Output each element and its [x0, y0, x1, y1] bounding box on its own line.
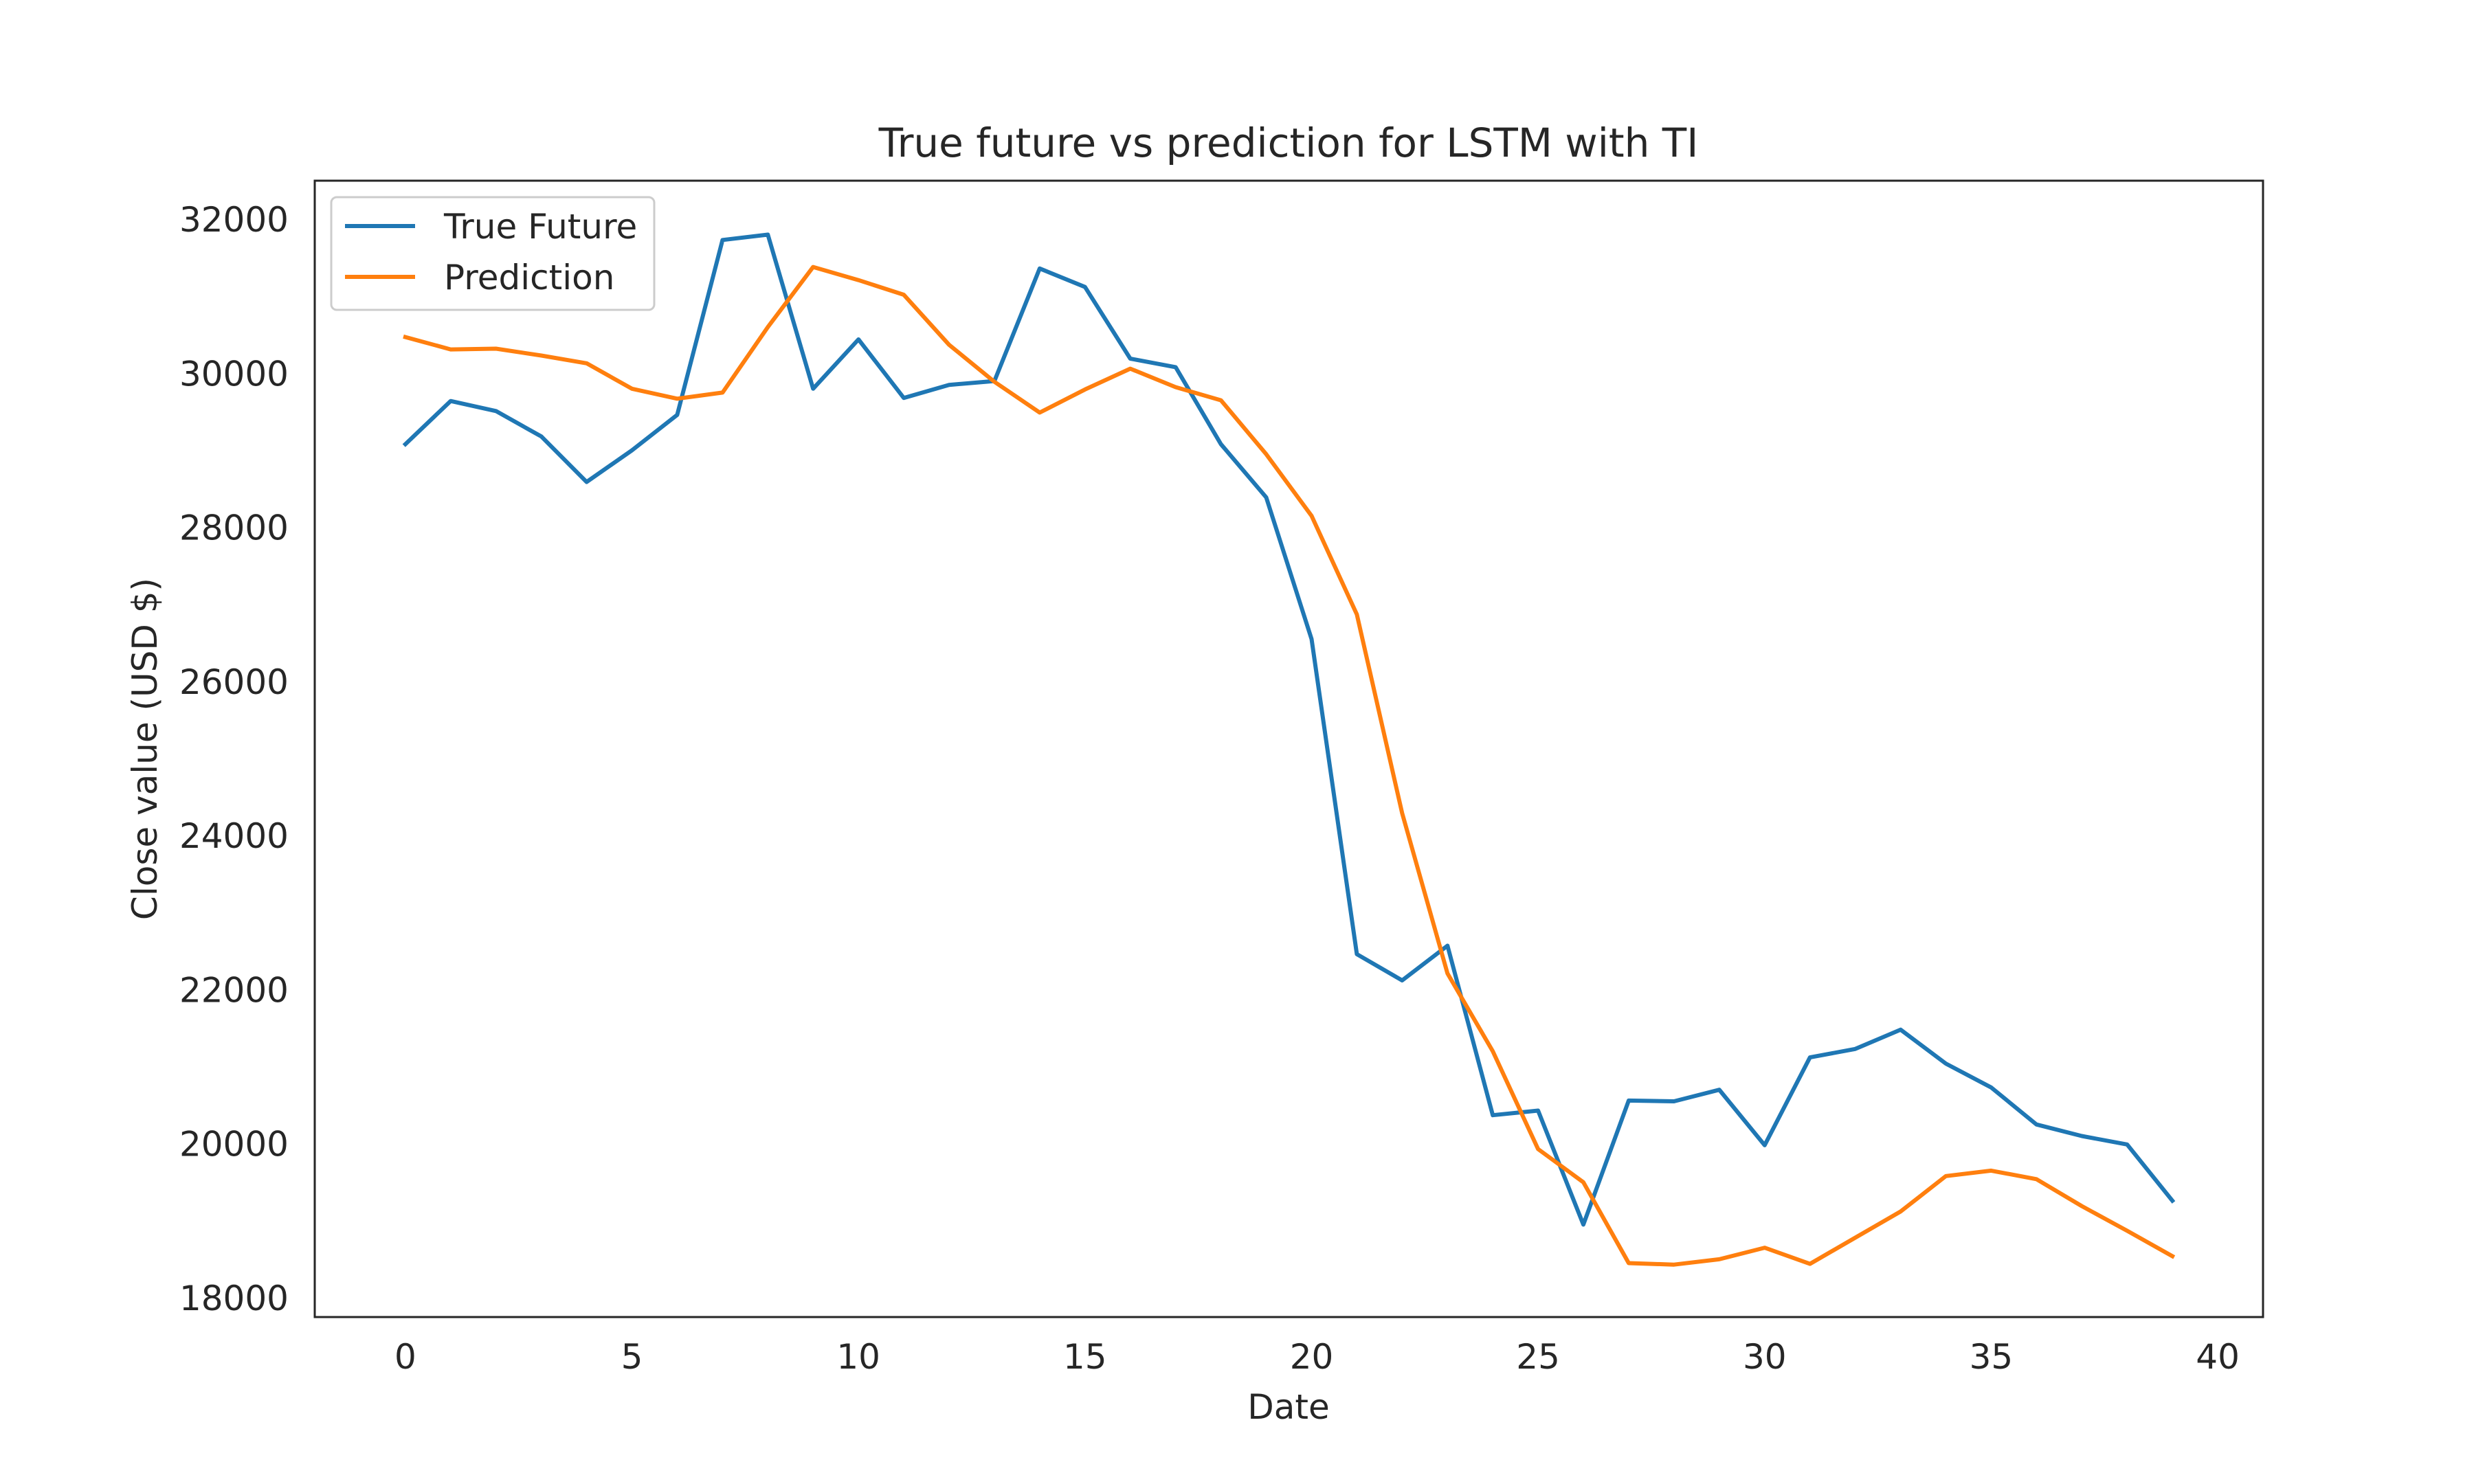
- y-tick-label: 24000: [179, 816, 289, 856]
- series-line-true-future: [402, 232, 2176, 1227]
- y-tick-label: 22000: [179, 970, 289, 1010]
- plot-frame: [313, 179, 2264, 1318]
- x-tick-label: 5: [621, 1337, 643, 1377]
- y-tick-label: 28000: [179, 508, 289, 548]
- y-tick-label: 20000: [179, 1125, 289, 1165]
- x-tick-label: 40: [2196, 1337, 2240, 1377]
- legend-items: True Future Prediction: [345, 207, 637, 297]
- legend-label: Prediction: [444, 258, 614, 297]
- y-tick-label: 18000: [179, 1279, 289, 1318]
- x-axis-ticks: 0 5 10 15 20 25 30 35 40: [394, 1337, 2240, 1377]
- plot-area: [313, 179, 2264, 1318]
- x-axis-label: Date: [1247, 1387, 1330, 1427]
- y-axis-ticks: 18000 20000 22000 24000 26000 28000 30000 32000: [179, 200, 289, 1318]
- series-line-prediction: [403, 265, 2176, 1267]
- x-tick-label: 20: [1290, 1337, 1334, 1377]
- x-tick-label: 0: [394, 1337, 416, 1377]
- legend-label: True Future: [443, 207, 637, 247]
- x-tick-label: 15: [1063, 1337, 1107, 1377]
- y-tick-label: 32000: [179, 200, 289, 240]
- series-layer: [402, 232, 2176, 1267]
- y-tick-label: 26000: [179, 662, 289, 702]
- x-tick-label: 10: [836, 1337, 880, 1377]
- chart-title: True future vs prediction for LSTM with …: [878, 120, 1699, 166]
- x-tick-label: 35: [1970, 1337, 2014, 1377]
- x-tick-label: 25: [1516, 1337, 1560, 1377]
- y-tick-label: 30000: [179, 354, 289, 394]
- x-tick-label: 30: [1743, 1337, 1787, 1377]
- y-axis-label: Close value (USD $): [125, 578, 165, 920]
- legend: True Future Prediction: [330, 196, 656, 311]
